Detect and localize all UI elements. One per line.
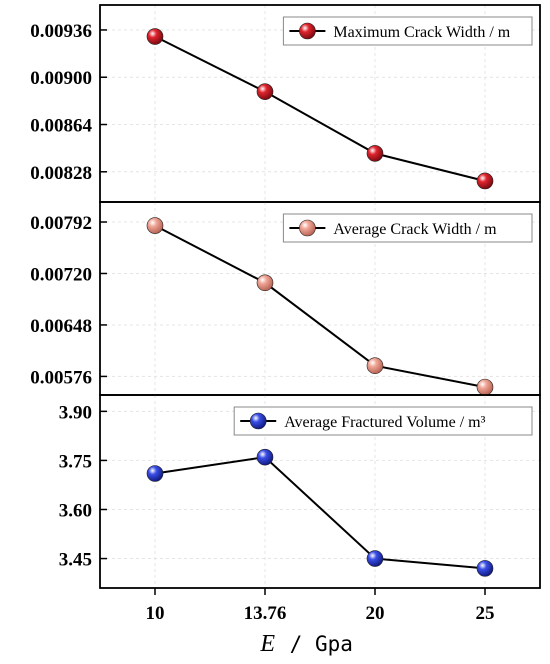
y-tick-label: 3.60 (59, 500, 92, 521)
series-line (154, 224, 486, 389)
data-point (476, 172, 494, 190)
panel-1: 0.00828 0.00864 0.00900 0.00936 Maximum Crac… (30, 4, 541, 203)
x-tick-label: 10 (146, 603, 165, 624)
y-tick-label: 0.00828 (30, 163, 92, 184)
x-axis: 10 13.76 20 25 (146, 588, 495, 624)
data-point (256, 83, 274, 100)
y-tick-label: 0.00936 (30, 21, 92, 42)
legend-box (233, 406, 533, 436)
x-axis-title: E / Gpa (259, 631, 353, 657)
y-tick-label: 0.00792 (30, 213, 92, 234)
y-tick-label: 3.75 (59, 451, 92, 472)
legend-marker (299, 219, 316, 237)
y-tick-label: 0.00720 (30, 264, 92, 285)
data-point (256, 274, 274, 292)
series-line (154, 35, 486, 182)
x-tick-label: 13.76 (244, 603, 287, 624)
panel-2: 0.00576 0.00648 0.00720 0.00792 Average Crac… (30, 201, 541, 396)
data-point (256, 448, 274, 466)
y-tick-label: 3.45 (59, 550, 92, 571)
x-axis-separator: / (277, 632, 315, 656)
x-axis-variable: E (259, 631, 275, 657)
x-tick-label: 25 (476, 603, 495, 624)
data-point (366, 357, 384, 374)
y-tick-label: 0.00648 (30, 316, 92, 337)
x-axis-unit-text: Gpa (315, 632, 353, 656)
y-tick-label: 0.00576 (30, 367, 92, 388)
y-tick-label: 3.90 (59, 402, 92, 423)
legend-label: Average Fractured Volume / m³ (284, 414, 485, 431)
y-tick-label: 0.00864 (30, 116, 92, 137)
data-point (146, 465, 164, 482)
data-point (366, 145, 384, 162)
legend-label: Maximum Crack Width / m (333, 24, 510, 41)
legend-marker (249, 412, 267, 430)
y-tick-label: 0.00900 (30, 68, 92, 89)
data-point (476, 378, 494, 396)
x-axis-unit: / Gpa (277, 632, 353, 656)
x-tick-label: 20 (366, 603, 385, 624)
panel-3: 3.45 3.60 3.75 3.90 Average Fractured Volume… (59, 394, 541, 589)
data-point (146, 28, 164, 45)
chart-panels: 0.00828 0.00864 0.00900 0.00936 Maximum Crac… (30, 4, 541, 589)
series-line (154, 456, 486, 570)
data-point (476, 560, 494, 577)
data-point (366, 550, 384, 567)
legend-marker (299, 22, 316, 40)
legend-label: Average Crack Width / m (333, 221, 497, 238)
data-point (146, 217, 164, 234)
panel-frame (99, 394, 541, 589)
